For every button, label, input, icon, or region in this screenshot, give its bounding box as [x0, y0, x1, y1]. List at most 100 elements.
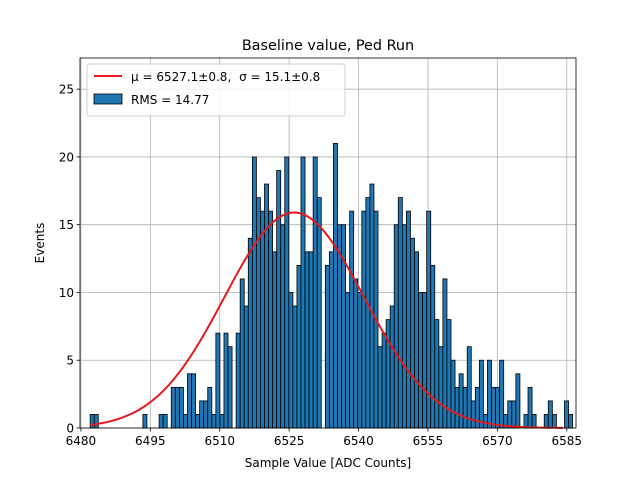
histogram-bar	[462, 386, 468, 429]
histogram-bar	[495, 386, 501, 429]
histogram-bar	[381, 332, 387, 429]
histogram-bar	[223, 332, 229, 429]
x-axis-ticks: 6480 6495 6510 6525 6540 6555 6570 6585	[66, 428, 582, 448]
histogram-bar	[466, 346, 472, 429]
y-tick-label: 25	[59, 83, 74, 97]
histogram-bar	[162, 414, 168, 429]
x-tick-label: 6585	[551, 434, 582, 448]
histogram-bar	[515, 373, 521, 429]
histogram-bar	[483, 414, 488, 429]
histogram-bar	[470, 400, 476, 429]
histogram-bar	[328, 251, 334, 429]
histogram-bar	[284, 156, 290, 429]
histogram-bar	[401, 224, 407, 429]
histogram-bar	[434, 319, 440, 429]
histogram-bars	[89, 142, 574, 429]
histogram-bar	[438, 346, 444, 429]
histogram-bar	[523, 414, 529, 429]
histogram-bar	[243, 305, 249, 429]
histogram-bar	[255, 197, 261, 429]
histogram-bar	[527, 386, 533, 429]
x-tick-label: 6480	[66, 434, 97, 448]
histogram-bar	[564, 400, 569, 429]
histogram-bar	[280, 224, 286, 429]
histogram-bar	[511, 400, 517, 429]
y-tick-label: 0	[66, 422, 74, 436]
histogram-bar	[296, 264, 302, 429]
legend-fit-mu: μ = 6527.1±0.8,	[131, 70, 231, 84]
histogram-bar	[393, 224, 399, 429]
histogram-bar	[203, 400, 209, 429]
legend-fit-label: μ = 6527.1±0.8, σ = 15.1±0.8	[131, 70, 320, 84]
histogram-bar	[430, 264, 436, 429]
histogram-bar	[418, 292, 424, 429]
x-axis-label: Sample Value [ADC Counts]	[245, 456, 411, 470]
histogram-bar	[478, 359, 484, 429]
histogram-bar	[349, 210, 355, 429]
axes-frame	[79, 57, 577, 429]
histogram-bar	[499, 359, 505, 429]
histogram-bar	[187, 373, 192, 429]
histogram-bar	[405, 210, 411, 429]
histogram-bar	[361, 210, 367, 429]
histogram-bar	[142, 414, 148, 429]
histogram-bar	[264, 183, 269, 429]
histogram-bar	[389, 305, 395, 429]
histogram-bar	[454, 386, 460, 429]
histogram-bar	[458, 373, 464, 429]
histogram-bar	[304, 251, 310, 429]
histogram-bar	[178, 386, 184, 429]
chart-title: Baseline value, Ped Run	[242, 38, 414, 54]
histogram-bar	[89, 414, 95, 429]
histogram-bar	[308, 251, 314, 429]
histogram-bar	[239, 278, 245, 429]
y-tick-label: 5	[66, 354, 74, 368]
histogram-bar	[235, 332, 241, 429]
histogram-bar	[450, 359, 456, 429]
x-tick-label: 6540	[343, 434, 374, 448]
histogram-bar	[199, 400, 205, 429]
histogram-bar	[324, 264, 330, 429]
histogram-bar	[174, 386, 180, 429]
y-axis-ticks: 0 5 10 15 20 25	[59, 83, 80, 436]
histogram-bar	[369, 183, 375, 429]
histogram-bar	[446, 319, 452, 429]
histogram-bar	[385, 319, 391, 429]
legend-histogram-label: RMS = 14.77	[131, 93, 209, 107]
histogram-bar	[207, 386, 213, 429]
y-tick-label: 15	[59, 218, 74, 232]
gaussian-fit-curve	[90, 211, 564, 429]
histogram-bar	[227, 346, 233, 429]
histogram-bar	[251, 156, 257, 429]
histogram-bar	[345, 292, 351, 429]
histogram-bar	[547, 400, 553, 429]
histogram-bar	[365, 197, 371, 429]
histogram-bar	[491, 386, 496, 429]
histogram-bar	[487, 359, 492, 429]
legend-fit-sigma: σ = 15.1±0.8	[239, 70, 320, 84]
histogram-bar	[531, 414, 537, 429]
histogram-bar	[397, 197, 403, 429]
legend: μ = 6527.1±0.8, σ = 15.1±0.8 RMS = 14.77	[86, 63, 346, 117]
histogram-bar	[247, 237, 253, 429]
histogram-bar	[292, 305, 298, 429]
histogram-bar	[211, 414, 217, 429]
histogram-bar	[272, 251, 278, 429]
histogram-bar	[170, 386, 176, 429]
histogram-bar	[341, 224, 346, 429]
x-tick-label: 6495	[135, 434, 166, 448]
histogram-bar	[507, 400, 513, 429]
histogram-bar	[215, 332, 221, 429]
histogram-bar	[377, 346, 383, 429]
histogram-bar	[288, 292, 294, 429]
histogram-bar	[410, 237, 415, 429]
histogram-bar	[316, 197, 322, 429]
legend-histogram-swatch	[93, 93, 123, 105]
histogram-bar	[219, 414, 225, 429]
y-tick-label: 10	[59, 286, 74, 300]
histogram-bar	[191, 373, 196, 429]
histogram-bar	[300, 156, 306, 429]
histogram-bar	[260, 210, 265, 429]
x-tick-label: 6510	[204, 434, 235, 448]
